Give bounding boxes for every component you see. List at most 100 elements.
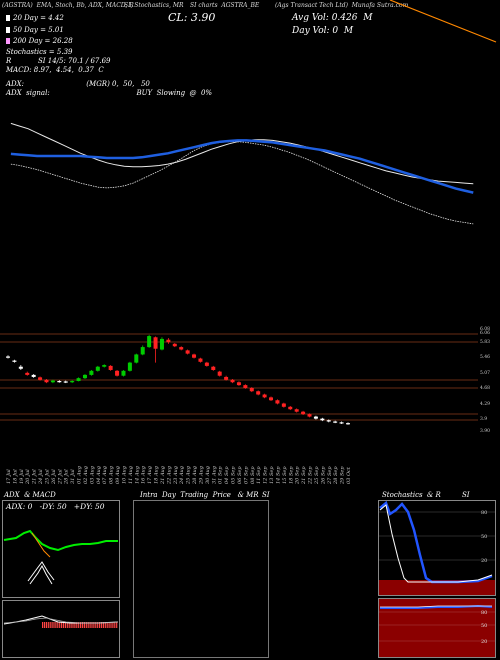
date-label: 16 Aug [141, 466, 147, 484]
date-label: 24 Aug [179, 466, 185, 485]
ma200-label: 200 Day = 26.28 [13, 37, 73, 45]
date-label: 25 Aug [186, 466, 192, 485]
macd-bar [106, 622, 108, 628]
date-axis: 17 Jul 18 Jul 19 Jul 20 Jul 21 Jul 24 Jul 25 J… [6, 466, 352, 485]
candle-body [275, 400, 280, 404]
candle-body [76, 378, 81, 382]
date-label: 14 Aug [134, 466, 140, 484]
rsi-tick-80: 80 [481, 610, 487, 616]
date-label: 05 Sep [231, 466, 237, 484]
candle-body [230, 379, 235, 383]
candlesticks [6, 334, 350, 425]
date-label: 25 Sep [314, 466, 320, 485]
rsi-readout: R ​ ​ ​ ​ ​ ​ ​ ​ ​ ​ ​ SI 14/5: 70.1 / … [6, 57, 111, 65]
macd-bar [53, 622, 55, 628]
macd-bar [108, 622, 110, 628]
rsi-tick-50: 50 [481, 623, 487, 629]
date-label: 15 Sep [282, 466, 288, 484]
date-label: 06 Sep [237, 466, 243, 484]
candle-body [224, 376, 229, 380]
date-label: 27 Sep [327, 466, 333, 485]
macd-bar [47, 622, 49, 628]
macd-bar [114, 622, 116, 628]
stoch-panel-title: Stochastics ​ & R [382, 491, 441, 499]
macd-histogram [42, 622, 118, 628]
candle-body [172, 343, 177, 347]
candle-body [256, 391, 261, 395]
legend-ma200: 200 Day = 26.28 [6, 37, 73, 45]
candle-body [44, 379, 49, 383]
rsi-tick-20: 20 [481, 639, 487, 645]
candle-body [63, 381, 68, 383]
macd-bar [116, 622, 118, 628]
date-label: 20 Sep [295, 466, 301, 485]
stoch-tick-20: 20 [481, 558, 487, 564]
ema-line [10, 139, 474, 194]
stochastics-panel: 80 50 20 [378, 500, 496, 596]
macd-bar [93, 622, 95, 628]
candle-body [243, 385, 248, 388]
orange-trend-line [389, 0, 497, 43]
date-label: 03 Oct [346, 466, 352, 484]
date-label: 07 Aug [102, 466, 108, 484]
date-label: 07 Sep [243, 466, 249, 484]
candle-body [121, 370, 126, 376]
candle-body [192, 354, 197, 358]
candle-body [82, 374, 87, 379]
price-tick-label: 6.08 [480, 326, 490, 332]
moving-average-lines [10, 122, 474, 225]
ma200-swatch [6, 38, 10, 44]
price-tick-label: 5.46 [480, 354, 490, 360]
date-label: 04 Aug [96, 466, 102, 484]
stoch-panel-frame [378, 500, 496, 596]
date-label: 17 Jul [6, 469, 12, 484]
candle-body [262, 394, 267, 398]
macd-bar [95, 622, 97, 628]
candle-body [204, 362, 209, 366]
date-label: 18 Jul [12, 469, 18, 484]
candle-body [333, 421, 338, 423]
macd-bar [89, 622, 91, 628]
adx-panel-title: ADX ​ & MACD [4, 491, 56, 499]
macd-panel [2, 600, 120, 658]
price-tick-label: 4.68 [480, 385, 490, 391]
candle-body [159, 338, 164, 350]
stoch-panel-si: SI [462, 491, 470, 499]
candle-body [249, 387, 254, 392]
macd-bar [104, 622, 106, 628]
candle-body [50, 380, 55, 383]
ma20-label: 20 Day = 4.42 [13, 14, 64, 22]
header-right: (Ags Transact Tech Ltd) ​ Munafa​ Sutra​… [275, 2, 409, 9]
intraday-panel-frame [133, 500, 269, 658]
macd-bar [51, 622, 53, 628]
candle-body [147, 336, 152, 348]
legend-ma50: 50 Day = 5.01 [6, 26, 64, 34]
candle-body [269, 397, 274, 401]
macd-bar [61, 622, 63, 628]
candle-body [31, 374, 36, 377]
date-label: 28 Aug [192, 466, 198, 485]
macd-bar [62, 622, 65, 628]
candle-body [217, 371, 222, 376]
adx-line [27, 561, 55, 582]
intraday-panel [133, 500, 269, 658]
date-label: 08 Aug [109, 466, 115, 484]
stoch-d-line [379, 504, 493, 583]
candle-body [6, 356, 10, 358]
price-chart: 6.086.06 5.83 5.46 5.07 4.68 4.29 3.9 3.90 17 J… [0, 0, 497, 485]
candle-body [307, 414, 312, 417]
candle-body [12, 360, 17, 362]
date-label: 29 Aug [198, 466, 204, 485]
price-tick-label: 3.9 [480, 416, 487, 422]
candle-body [95, 366, 100, 371]
date-label: 17 Aug [147, 466, 153, 484]
candle-body [281, 403, 286, 407]
adx-plus-di-line [3, 529, 118, 552]
date-label: 01 Aug [77, 466, 83, 484]
candle-body [236, 382, 241, 386]
macd-bar [78, 622, 80, 628]
ma50-line [10, 122, 474, 185]
macd-panel-frame [2, 600, 120, 658]
macd-bar [87, 622, 89, 628]
ma50-label: 50 Day = 5.01 [13, 26, 64, 34]
